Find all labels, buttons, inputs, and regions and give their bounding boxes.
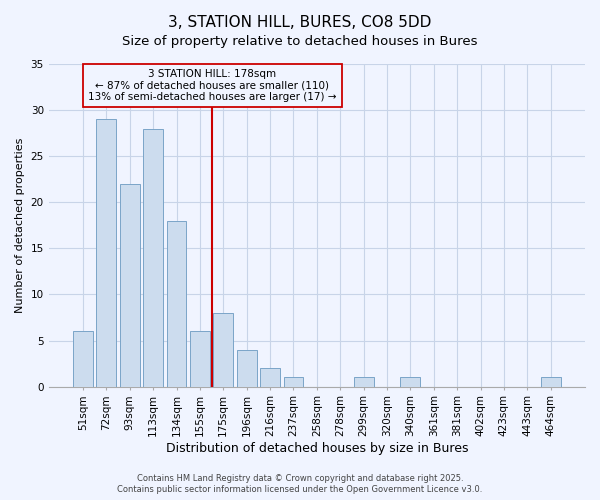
Bar: [73, 332, 93, 386]
X-axis label: Distribution of detached houses by size in Bures: Distribution of detached houses by size …: [166, 442, 468, 455]
Text: Contains HM Land Registry data © Crown copyright and database right 2025.
Contai: Contains HM Land Registry data © Crown c…: [118, 474, 482, 494]
Bar: [97, 120, 116, 386]
Bar: [214, 313, 233, 386]
Bar: [167, 220, 187, 386]
Y-axis label: Number of detached properties: Number of detached properties: [15, 138, 25, 313]
Bar: [541, 378, 560, 386]
Bar: [284, 378, 304, 386]
Bar: [353, 378, 374, 386]
Bar: [260, 368, 280, 386]
Bar: [143, 128, 163, 386]
Bar: [400, 378, 421, 386]
Bar: [120, 184, 140, 386]
Bar: [190, 332, 210, 386]
Text: 3 STATION HILL: 178sqm
← 87% of detached houses are smaller (110)
13% of semi-de: 3 STATION HILL: 178sqm ← 87% of detached…: [88, 69, 337, 102]
Text: Size of property relative to detached houses in Bures: Size of property relative to detached ho…: [122, 35, 478, 48]
Text: 3, STATION HILL, BURES, CO8 5DD: 3, STATION HILL, BURES, CO8 5DD: [169, 15, 431, 30]
Bar: [237, 350, 257, 387]
